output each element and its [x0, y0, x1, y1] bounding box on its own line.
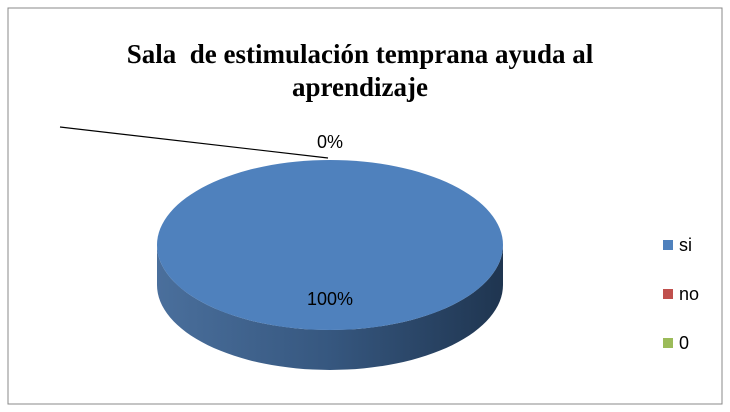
legend-label: no	[679, 284, 699, 304]
legend-swatch	[663, 289, 673, 299]
leader-line	[59, 126, 329, 159]
legend-label: 0	[679, 333, 689, 353]
data-label: 0%	[317, 132, 343, 152]
data-label: 100%	[307, 289, 353, 309]
pie-slice	[157, 160, 503, 330]
chart-title: Sala de estimulación temprana ayuda al a…	[126, 39, 601, 102]
legend-swatch	[663, 338, 673, 348]
pie-side	[157, 245, 503, 370]
legend-swatch	[663, 240, 673, 250]
legend-label: si	[679, 235, 692, 255]
